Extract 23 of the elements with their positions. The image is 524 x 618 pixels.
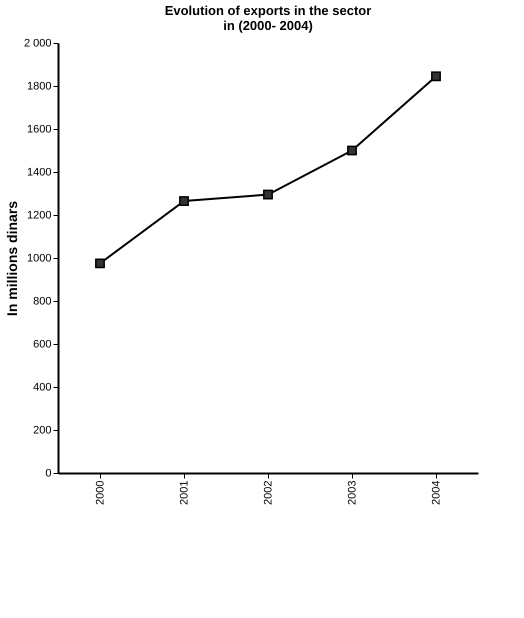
y-tick-label: 400 (33, 382, 52, 394)
y-tick-label: 800 (33, 296, 52, 308)
x-tick-label: 2002 (262, 480, 274, 505)
point (431, 71, 441, 82)
y-tick-label: 1600 (27, 124, 52, 136)
x-tick-label: 2001 (178, 480, 190, 505)
y-axis-title: In millions dinars (4, 200, 20, 316)
y-tick-label: 1200 (27, 210, 52, 222)
point (95, 258, 105, 268)
y-tick-label: 200 (33, 424, 52, 436)
y-tick-label: 1000 (27, 252, 52, 264)
y-tick-label: 0 (45, 468, 52, 480)
x-tick-label: 2003 (346, 480, 358, 505)
y-tick-label: 2 000 (24, 38, 52, 50)
point (263, 190, 273, 200)
y-tick-label: 600 (33, 338, 52, 350)
x-tick-label: 2004 (430, 480, 442, 505)
y-tick-label: 1400 (27, 166, 52, 178)
point (179, 196, 189, 206)
point (347, 146, 357, 156)
y-tick-label: 1800 (27, 80, 52, 92)
x-tick-label: 2000 (94, 480, 106, 505)
chart-title: Evolution of exports in the sector in (2000- 2004) (164, 3, 372, 33)
